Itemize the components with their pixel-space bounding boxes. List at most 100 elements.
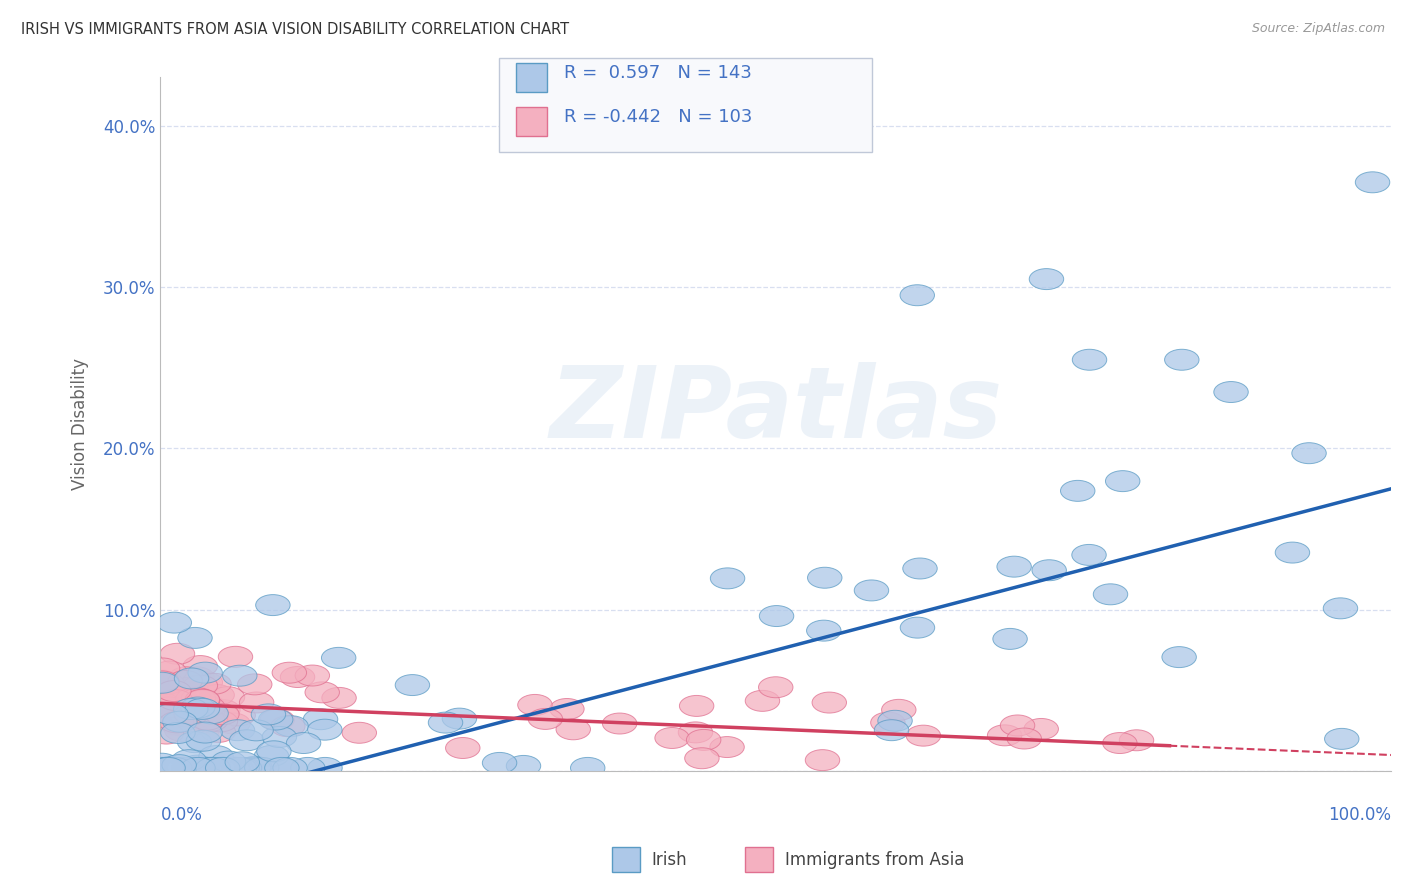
Ellipse shape: [1024, 718, 1059, 739]
Ellipse shape: [170, 678, 205, 698]
Ellipse shape: [295, 665, 329, 686]
Ellipse shape: [145, 690, 180, 711]
Ellipse shape: [152, 757, 186, 779]
Ellipse shape: [208, 757, 242, 779]
Ellipse shape: [239, 720, 273, 741]
Ellipse shape: [262, 726, 297, 747]
Ellipse shape: [236, 757, 270, 779]
Ellipse shape: [1323, 598, 1358, 619]
Ellipse shape: [145, 753, 179, 774]
Ellipse shape: [180, 697, 215, 718]
Ellipse shape: [155, 704, 188, 725]
Ellipse shape: [150, 757, 184, 779]
Ellipse shape: [145, 692, 179, 714]
Ellipse shape: [157, 757, 193, 779]
Ellipse shape: [188, 722, 222, 743]
Text: Irish: Irish: [651, 851, 686, 869]
Ellipse shape: [506, 756, 541, 776]
Ellipse shape: [181, 714, 217, 734]
Ellipse shape: [174, 668, 208, 689]
Ellipse shape: [395, 674, 430, 696]
Ellipse shape: [193, 696, 228, 717]
Ellipse shape: [146, 696, 180, 717]
Ellipse shape: [162, 757, 197, 779]
Ellipse shape: [145, 658, 180, 679]
Ellipse shape: [758, 677, 793, 698]
Ellipse shape: [174, 704, 208, 725]
Ellipse shape: [710, 568, 745, 589]
Ellipse shape: [1292, 442, 1326, 464]
Ellipse shape: [173, 679, 208, 699]
Ellipse shape: [1071, 544, 1107, 566]
Ellipse shape: [155, 757, 188, 779]
Ellipse shape: [149, 723, 184, 744]
Ellipse shape: [1060, 481, 1095, 501]
Ellipse shape: [686, 730, 721, 750]
Ellipse shape: [1007, 728, 1042, 749]
Ellipse shape: [184, 721, 219, 742]
Ellipse shape: [264, 757, 299, 779]
Ellipse shape: [177, 757, 211, 779]
Ellipse shape: [160, 714, 195, 735]
Ellipse shape: [167, 701, 201, 723]
Ellipse shape: [270, 715, 305, 737]
Ellipse shape: [238, 673, 271, 695]
Ellipse shape: [205, 699, 240, 721]
Ellipse shape: [172, 757, 207, 779]
Ellipse shape: [181, 699, 217, 721]
Text: 0.0%: 0.0%: [160, 805, 202, 824]
Ellipse shape: [156, 757, 190, 779]
Ellipse shape: [211, 687, 245, 707]
Ellipse shape: [184, 757, 219, 779]
Ellipse shape: [1105, 471, 1140, 491]
Ellipse shape: [1164, 350, 1199, 370]
Ellipse shape: [145, 757, 179, 779]
Ellipse shape: [882, 699, 917, 721]
Text: 100.0%: 100.0%: [1329, 805, 1391, 824]
Ellipse shape: [162, 706, 195, 727]
Ellipse shape: [167, 697, 201, 718]
Ellipse shape: [153, 757, 188, 779]
Ellipse shape: [177, 627, 212, 648]
Ellipse shape: [228, 757, 262, 779]
Ellipse shape: [229, 730, 264, 751]
Ellipse shape: [1119, 730, 1154, 751]
Ellipse shape: [208, 757, 242, 779]
Ellipse shape: [162, 755, 197, 776]
Ellipse shape: [446, 738, 479, 758]
Ellipse shape: [305, 681, 339, 703]
Ellipse shape: [186, 690, 219, 710]
Ellipse shape: [1102, 732, 1137, 754]
Ellipse shape: [197, 673, 231, 694]
Ellipse shape: [166, 757, 200, 779]
Text: Source: ZipAtlas.com: Source: ZipAtlas.com: [1251, 22, 1385, 36]
Ellipse shape: [807, 620, 841, 641]
Ellipse shape: [987, 725, 1022, 746]
Ellipse shape: [186, 731, 221, 751]
Ellipse shape: [211, 751, 246, 772]
Ellipse shape: [429, 712, 463, 733]
Ellipse shape: [263, 757, 297, 779]
Ellipse shape: [173, 697, 208, 717]
Ellipse shape: [342, 723, 377, 743]
Ellipse shape: [152, 661, 187, 682]
Ellipse shape: [287, 732, 321, 754]
Ellipse shape: [304, 709, 337, 730]
Ellipse shape: [529, 708, 562, 730]
Ellipse shape: [148, 757, 183, 779]
Ellipse shape: [181, 757, 215, 779]
Ellipse shape: [157, 757, 193, 779]
Ellipse shape: [165, 721, 200, 741]
Text: ZIPatlas: ZIPatlas: [550, 362, 1002, 458]
Ellipse shape: [162, 692, 197, 713]
Ellipse shape: [190, 701, 225, 723]
Ellipse shape: [204, 757, 239, 779]
Ellipse shape: [813, 692, 846, 713]
Ellipse shape: [201, 757, 235, 779]
Ellipse shape: [153, 757, 187, 779]
Ellipse shape: [225, 757, 260, 779]
Ellipse shape: [180, 756, 215, 776]
Ellipse shape: [163, 695, 197, 715]
Ellipse shape: [204, 711, 238, 731]
Ellipse shape: [215, 757, 250, 778]
